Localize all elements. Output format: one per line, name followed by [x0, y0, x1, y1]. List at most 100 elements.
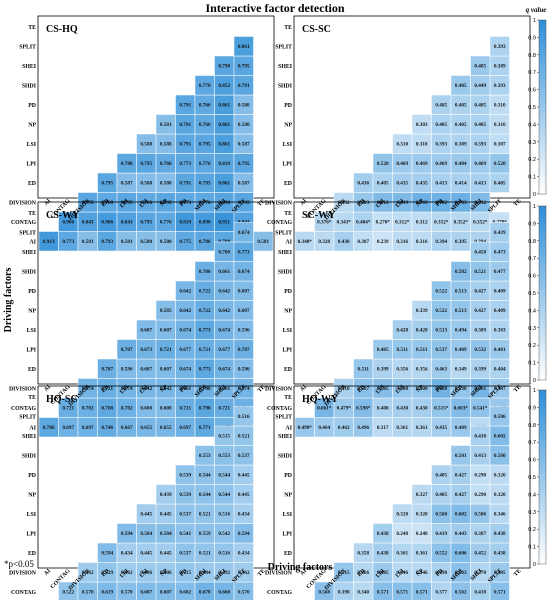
cell-value-label: 0.498* — [298, 425, 313, 431]
cell-value-label: 0.489 — [455, 425, 467, 431]
cell-value-label: 0.795 — [140, 220, 152, 226]
y-tick-labels: AI CONTAG DIVISION ED LPI LSI NP PD SHDI SHEI SPLI… — [265, 211, 293, 432]
cell-value-label: 0.405 — [435, 473, 447, 479]
cell-value-label: 0.405 — [455, 103, 467, 109]
cell-value-label: 0.469 — [416, 161, 428, 167]
colorbar-gradient — [538, 19, 547, 195]
cell-value-label: 0.571 — [396, 590, 408, 596]
heatmap-panel-cs-sc: CS-SC 0.340* 0.328 0.430 0.307 0.239 0.316 0.31… — [265, 15, 531, 252]
colorbar-tick-label: 0.7 — [528, 70, 536, 76]
cell-value-label: 0.703 — [416, 200, 428, 206]
cell-value-label: 0.612 — [377, 200, 389, 206]
x-tick-label: TE — [257, 568, 267, 578]
cell-value-label: 0.674 — [179, 328, 191, 334]
cell-value-label: 0.661 — [179, 386, 191, 392]
cell-value-label: 0.405 — [474, 103, 486, 109]
cell-value-label: 0.898 — [199, 220, 211, 226]
cell-value-label: 0.332 — [338, 200, 350, 206]
colorbar-tick-label: 0.4 — [528, 492, 536, 498]
cell-value-label: 0.674 — [238, 386, 250, 392]
cell-value-label: 0.398 — [338, 590, 350, 596]
colorbar-tick-label: 0.1 — [528, 545, 536, 551]
cell-value-label: 0.843 — [82, 220, 94, 226]
y-tick-label: AI — [30, 425, 37, 431]
cell-value-label: 0.485 — [474, 64, 486, 70]
cell-value-label: 0.520 — [494, 161, 506, 167]
colorbar-tick-label: 0.3 — [528, 510, 536, 516]
cell-value-label: 0.791 — [179, 181, 191, 187]
cell-value-label: 0.791 — [179, 103, 191, 109]
cell-value-label: 0.580 — [140, 239, 152, 245]
x-tick-label: ED — [101, 198, 111, 208]
cell-value-label: 0.449 — [474, 83, 486, 89]
x-tick-label: ED — [101, 568, 111, 578]
cell-value-label: 0.481 — [494, 347, 506, 353]
cell-value-label: 0.795 — [160, 200, 172, 206]
cell-value-label: 0.541 — [179, 531, 191, 537]
cell-value-label: 0.515 — [218, 434, 230, 440]
y-tick-label: AI — [30, 239, 37, 245]
y-tick-label: ED — [28, 181, 36, 187]
y-tick-label: ED — [28, 367, 36, 373]
cell-value-label: 0.775 — [179, 239, 191, 245]
figure-title: Interactive factor detection — [205, 1, 344, 15]
y-tick-labels: AI CONTAG DIVISION ED LPI LSI NP PD SHDI SHEI SPLI… — [9, 395, 37, 596]
y-tick-label: PD — [28, 289, 36, 295]
heatmap-cell — [233, 406, 254, 427]
cell-value-label: 0.320 — [416, 512, 428, 518]
cell-value-label: 0.496 — [357, 425, 369, 431]
colorbar-tick-label: 0.2 — [528, 157, 536, 163]
cell-value-label: 0.773 — [199, 367, 211, 373]
heatmap-cells: 0.6820.2400.3380.3350.3380.3800.3800.271… — [58, 406, 254, 600]
y-tick-label: LPI — [282, 531, 292, 537]
cell-value-label: 0.521 — [238, 434, 250, 440]
cell-value-label: 0.537 — [179, 551, 191, 557]
cell-value-label: 0.405 — [494, 181, 506, 187]
cell-value-label: 0.340* — [298, 239, 313, 245]
cell-value-label: 0.660 — [218, 590, 230, 596]
x-tick-label: TE — [513, 198, 523, 208]
cell-value-label: 0.434 — [121, 551, 133, 557]
cell-value-label: 0.409 — [494, 289, 506, 295]
cell-value-label: 0.584 — [160, 531, 172, 537]
y-tick-label: LSI — [283, 512, 293, 518]
cell-value-label: 0.619 — [101, 590, 113, 596]
colorbar-tick-label: 0.6 — [528, 274, 536, 280]
x-tick-label: AI — [299, 568, 308, 577]
cell-value-label: 0.585 — [160, 308, 172, 314]
y-tick-label: SHDI — [278, 83, 293, 89]
cell-value-label: 0.389 — [455, 142, 467, 148]
cell-value-label: 0.707 — [101, 367, 113, 373]
y-tick-label: TE — [28, 395, 36, 401]
cell-value-label: 0.409 — [494, 308, 506, 314]
y-tick-label: CONTAG — [267, 590, 293, 596]
cell-value-label: 0.795 — [238, 161, 250, 167]
cell-value-label: 0.861 — [238, 44, 250, 50]
cell-value-label: 0.370 — [474, 570, 486, 576]
cell-value-label: 0.677 — [179, 347, 191, 353]
cell-value-label: 0.389 — [474, 328, 486, 334]
cell-value-label: 0.771 — [199, 425, 211, 431]
colorbar-tick-label: 0.5 — [528, 105, 536, 111]
heatmap-cell — [233, 36, 254, 57]
cell-value-label: 0.642 — [140, 386, 152, 392]
cell-value-label: 0.393 — [435, 142, 447, 148]
cell-value-label: 0.537 — [435, 347, 447, 353]
y-tick-label: SPLIT — [275, 414, 292, 420]
cell-value-label: 0.320 — [494, 492, 506, 498]
cell-value-label: 0.489 — [455, 347, 467, 353]
y-tick-label: LSI — [27, 328, 37, 334]
colorbar-tick-label: 0.8 — [528, 239, 536, 245]
cell-value-label: 0.587 — [121, 181, 133, 187]
y-tick-label: PD — [28, 103, 36, 109]
y-tick-label: TE — [284, 25, 292, 31]
y-tick-label: SHDI — [22, 83, 37, 89]
y-tick-label: SPLIT — [19, 414, 36, 420]
cell-value-label: 0.674 — [238, 230, 250, 236]
x-tick-label: LSI — [395, 568, 406, 579]
y-tick-labels: AI CONTAG DIVISION ED LPI LSI NP PD SHDI SHEI SPLI… — [9, 211, 37, 432]
colorbar-tick-label: 1 — [533, 204, 536, 210]
cell-value-label: 0.427 — [474, 308, 486, 314]
cell-value-label: 0.439 — [494, 230, 506, 236]
cell-value-label: 0.349 — [455, 367, 467, 373]
